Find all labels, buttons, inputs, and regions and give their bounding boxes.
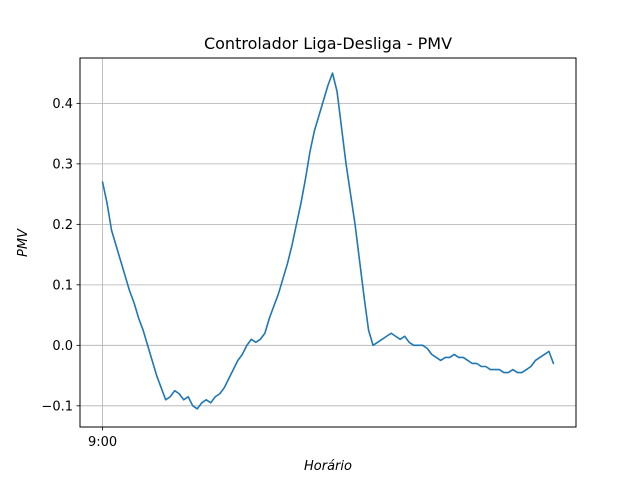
plot-area: −0.1 0.0 0.1 0.2 0.3 0.4 9:00 [41, 57, 577, 450]
y-tick-label: 0.0 [52, 339, 73, 354]
y-tick-label: 0.3 [52, 157, 73, 172]
grid-lines [80, 58, 576, 427]
chart-title: Controlador Liga-Desliga - PMV [204, 34, 452, 53]
y-tick-label: 0.4 [52, 97, 73, 112]
y-ticks: −0.1 0.0 0.1 0.2 0.3 0.4 [41, 97, 80, 414]
axes-frame [79, 57, 577, 428]
axes-background [80, 58, 576, 427]
y-tick-label: −0.1 [41, 399, 73, 414]
x-axis-label: Horário [304, 459, 352, 474]
x-ticks: 9:00 [88, 427, 117, 450]
pmv-series-line [101, 72, 555, 410]
y-tick-label: 0.2 [52, 218, 73, 233]
y-axis-label: PMV [16, 228, 31, 257]
x-tick-label: 9:00 [88, 435, 117, 450]
series-layer [101, 72, 555, 410]
y-tick-label: 0.1 [52, 278, 73, 293]
